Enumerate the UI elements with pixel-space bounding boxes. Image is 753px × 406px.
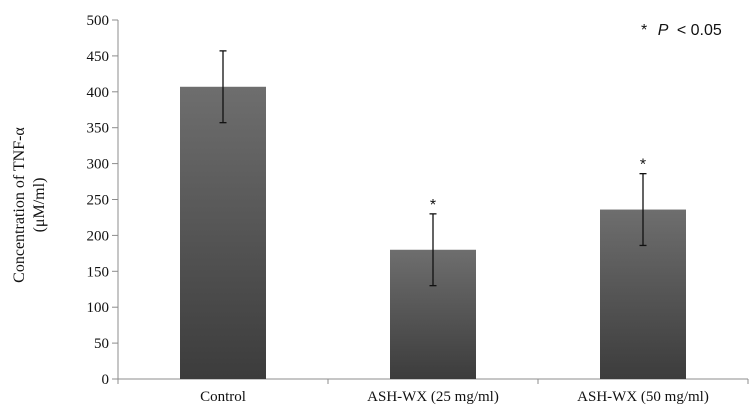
y-axis-title-line2: (μM/ml) <box>31 178 48 233</box>
x-category-label: Control <box>200 389 246 405</box>
y-axis-ticks: 0 50 100 150 200 250 300 350 400 450 500 <box>87 13 118 388</box>
y-tick-label: 0 <box>102 372 110 388</box>
y-tick-label: 50 <box>94 336 109 352</box>
x-category-label: ASH-WX (50 mg/ml) <box>577 389 709 405</box>
y-tick-label: 200 <box>87 228 110 244</box>
x-axis-categories: Control ASH-WX (25 mg/ml) ASH-WX (50 mg/ml… <box>117 379 749 405</box>
significance-note-p: P <box>658 22 669 39</box>
y-tick-label: 150 <box>87 264 110 280</box>
significance-note-rest: < 0.05 <box>677 22 722 39</box>
y-tick-label: 400 <box>87 85 110 101</box>
significance-markers: ** <box>430 157 646 214</box>
y-tick-label: 450 <box>87 49 110 65</box>
y-axis-title-line1: Concentration of TNF-α <box>11 127 28 283</box>
y-tick-label: 300 <box>87 157 110 173</box>
y-axis-title: Concentration of TNF-α (μM/ml) <box>11 127 48 283</box>
significance-note: * P < 0.05 <box>641 22 722 39</box>
bar <box>180 86 266 380</box>
significance-star: * <box>430 197 436 214</box>
y-tick-label: 350 <box>87 121 110 137</box>
significance-star: * <box>640 157 646 174</box>
y-tick-label: 250 <box>87 193 110 209</box>
significance-note-star: * <box>641 22 647 39</box>
y-tick-label: 500 <box>87 13 110 29</box>
x-category-label: ASH-WX (25 mg/ml) <box>367 389 499 405</box>
y-tick-label: 100 <box>87 300 110 316</box>
error-bars <box>219 50 647 287</box>
